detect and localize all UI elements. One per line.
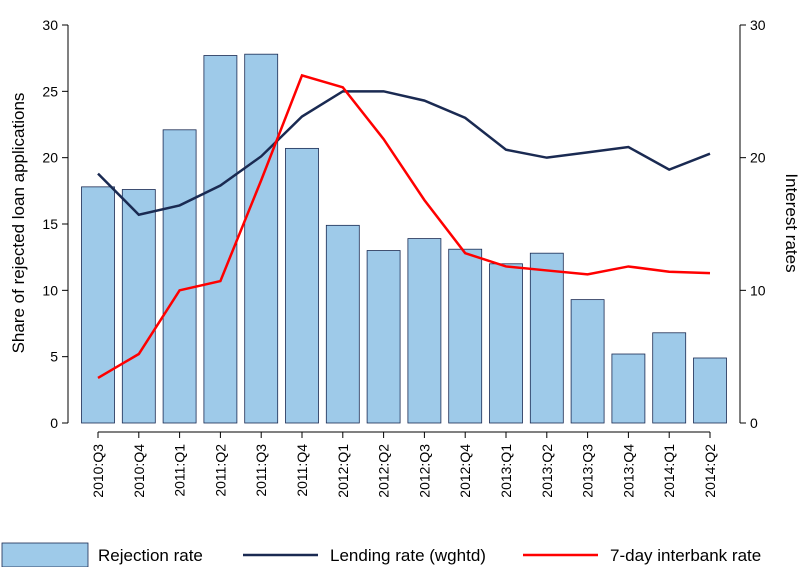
legend-swatch [1, 542, 89, 567]
legend-label: 7-day interbank rate [610, 546, 761, 565]
x-tick-label: 2012:Q3 [416, 444, 432, 498]
bar [285, 147, 319, 424]
y2-tick-label: 20 [750, 150, 766, 166]
y-tick-label: 25 [42, 83, 58, 99]
bar [570, 299, 605, 424]
bar [448, 248, 483, 424]
bar [693, 357, 727, 424]
x-tick-label: 2014:Q1 [661, 444, 677, 498]
x-tick-label: 2013:Q1 [498, 444, 514, 498]
y-tick-label: 10 [42, 282, 58, 298]
line [97, 73, 711, 379]
y2-tick-label: 10 [750, 282, 766, 298]
bar [325, 224, 360, 424]
bar [489, 263, 523, 424]
x-tick-label: 2010:Q3 [90, 444, 106, 498]
x-tick-label: 2013:Q3 [580, 444, 596, 498]
bar [203, 55, 238, 424]
bar [121, 189, 156, 424]
bar [162, 129, 197, 424]
x-tick-label: 2010:Q4 [131, 444, 147, 498]
x-tick-label: 2011:Q3 [253, 444, 269, 497]
y-tick-label: 30 [42, 17, 58, 33]
x-tick-label: 2013:Q4 [620, 444, 636, 498]
y2-tick-label: 30 [750, 17, 766, 33]
y-tick-label: 0 [50, 415, 58, 431]
bar [366, 250, 401, 424]
bar [611, 353, 646, 424]
y2-axis-title: Interest rates [782, 173, 801, 272]
x-tick-label: 2012:Q2 [376, 444, 392, 498]
x-tick-label: 2011:Q4 [294, 444, 310, 497]
y2-tick-label: 0 [750, 415, 758, 431]
y-tick-label: 5 [50, 349, 58, 365]
x-tick-label: 2012:Q4 [457, 444, 473, 498]
x-tick-label: 2012:Q1 [335, 444, 351, 498]
x-tick-label: 2013:Q2 [539, 444, 555, 498]
bar [407, 238, 442, 424]
x-tick-label: 2014:Q2 [702, 444, 718, 498]
y-tick-label: 20 [42, 150, 58, 166]
bar [652, 332, 687, 424]
bar [529, 252, 564, 424]
x-tick-label: 2011:Q2 [212, 444, 228, 497]
bar [244, 53, 279, 424]
bar [81, 186, 115, 424]
line [97, 90, 711, 217]
legend-label: Rejection rate [98, 546, 203, 565]
x-tick-label: 2011:Q1 [172, 444, 188, 497]
y-axis-title: Share of rejected loan applications [9, 93, 28, 354]
legend-label: Lending rate (wghtd) [330, 546, 486, 565]
y-tick-label: 15 [42, 216, 58, 232]
